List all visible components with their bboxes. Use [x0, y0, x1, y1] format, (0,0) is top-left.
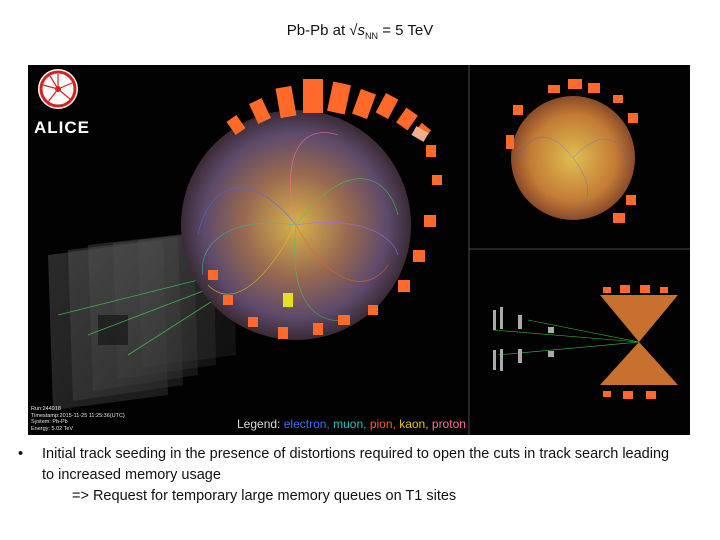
event-system: System: Pb-Pb	[31, 419, 68, 425]
title-prefix: Pb-Pb at √	[286, 22, 358, 39]
legend-kaon: kaon,	[399, 417, 429, 431]
bullet-text: Initial track seeding in the presence of…	[42, 446, 670, 483]
event-run: Run:244918	[31, 406, 61, 412]
slide-title: Pb-Pb at √sNN = 5 TeV	[0, 22, 720, 41]
side-view-panel	[492, 285, 678, 399]
legend-proton: proton	[431, 417, 466, 431]
track-swirls	[197, 132, 399, 321]
particle-legend: Legend: electron, muon, pion, kaon, prot…	[237, 417, 466, 431]
highlight-tower	[283, 293, 293, 307]
legend-electron: electron,	[283, 417, 330, 431]
calorimeter-towers	[208, 79, 442, 339]
end-view-panel	[506, 79, 638, 223]
alice-logo	[38, 69, 78, 109]
logo-text: ALICE	[34, 118, 90, 137]
title-variable: s	[357, 22, 366, 39]
legend-pion: pion,	[369, 417, 396, 431]
event-display-image: ALICE Run:244918 Timestamp:2015-11-25 11…	[28, 65, 690, 435]
event-display-graphic	[48, 65, 690, 435]
legend-muon: muon,	[333, 417, 367, 431]
bullet-marker: •	[18, 446, 24, 462]
bullet-subline: => Request for temporary large memory qu…	[72, 488, 457, 504]
event-info: Run:244918 Timestamp:2015-11-25 11:25:36…	[31, 406, 125, 432]
event-energy: Energy: 5.02 TeV	[31, 425, 74, 432]
legend-label: Legend:	[237, 417, 281, 431]
event-timestamp: Timestamp:2015-11-25 11:25:36(UTC)	[31, 412, 125, 419]
title-suffix: = 5 TeV	[378, 22, 434, 39]
title-subscript: NN	[365, 31, 379, 41]
